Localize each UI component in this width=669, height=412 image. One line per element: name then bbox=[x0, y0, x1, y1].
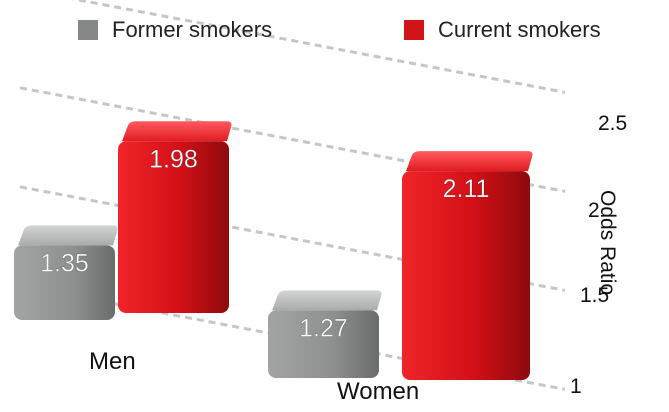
bar-top bbox=[406, 151, 533, 172]
legend-label-former: Former smokers bbox=[112, 17, 273, 42]
data-label: 1.27 bbox=[299, 314, 348, 342]
bar-top bbox=[272, 290, 382, 311]
bar-front bbox=[402, 171, 530, 380]
data-label: 2.11 bbox=[443, 175, 490, 203]
bar-men-former: 1.35 bbox=[14, 225, 118, 320]
bar-front bbox=[268, 310, 379, 378]
y-tick-label: 1 bbox=[570, 375, 582, 398]
legend-swatch-current bbox=[404, 20, 424, 40]
bar-front bbox=[118, 141, 229, 313]
y-axis-label: Odds Ratio bbox=[596, 190, 619, 296]
y-tick-label: 2.5 bbox=[598, 112, 628, 135]
bar-men-current: 1.98 bbox=[118, 121, 232, 313]
bar-women-current: 2.11 bbox=[402, 151, 533, 380]
data-label: 1.35 bbox=[40, 249, 89, 277]
legend-item-former: Former smokers bbox=[78, 17, 272, 43]
gridline bbox=[70, 0, 566, 94]
y-tick-label: 1.5 bbox=[580, 284, 610, 307]
legend-label-current: Current smokers bbox=[438, 17, 601, 42]
data-label: 1.98 bbox=[149, 145, 198, 173]
category-label-men: Men bbox=[89, 348, 136, 375]
bar-women-former: 1.27 bbox=[268, 290, 382, 378]
legend-item-current: Current smokers bbox=[404, 17, 601, 43]
y-tick-label: 2 bbox=[588, 199, 600, 222]
bar-front bbox=[14, 245, 115, 320]
bar-top bbox=[18, 225, 118, 246]
category-label-women: Women bbox=[337, 378, 420, 405]
bar-top bbox=[122, 121, 232, 142]
legend-swatch-former bbox=[78, 20, 98, 40]
